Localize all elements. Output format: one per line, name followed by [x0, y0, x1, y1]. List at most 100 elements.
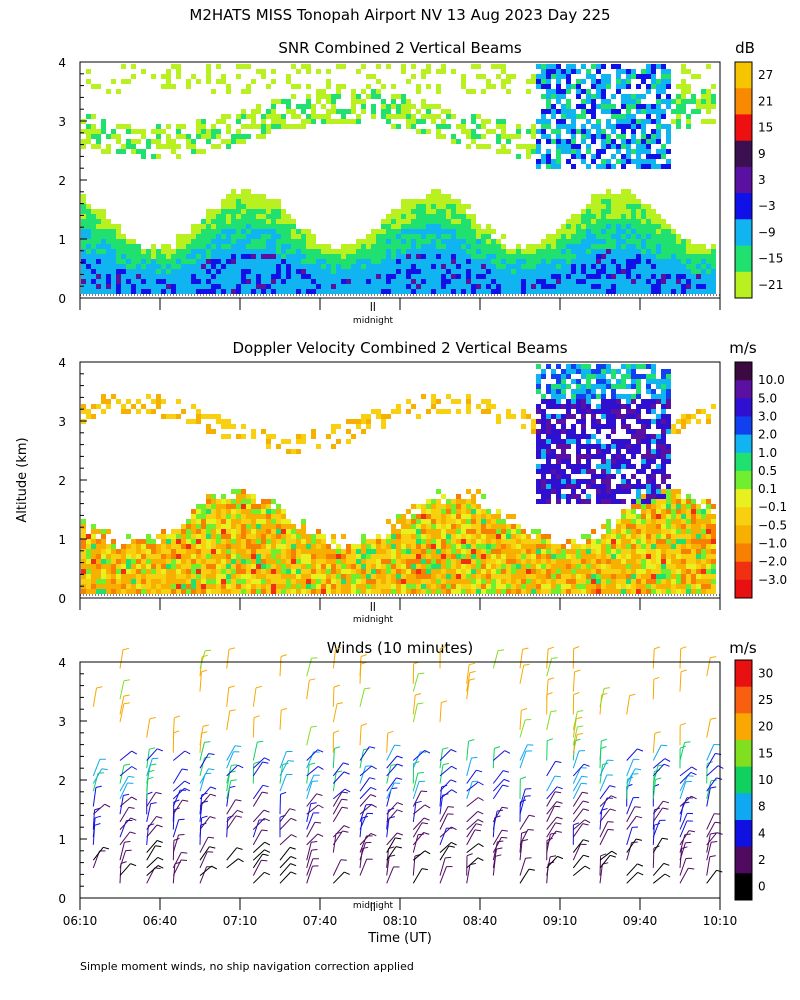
heatmap-cell: [461, 569, 466, 574]
heatmap-cell: [476, 124, 481, 129]
heatmap-cell: [276, 249, 281, 254]
heatmap-cell: [451, 249, 456, 254]
heatmap-cell: [471, 549, 476, 554]
heatmap-cell: [576, 249, 581, 254]
heatmap-cell: [406, 569, 411, 574]
heatmap-cell: [581, 129, 586, 134]
heatmap-cell: [561, 274, 566, 279]
heatmap-cell: [536, 574, 541, 579]
heatmap-cell: [571, 489, 576, 494]
heatmap-cell: [386, 579, 391, 584]
heatmap-cell: [436, 214, 441, 219]
heatmap-cell: [311, 109, 316, 114]
heatmap-cell: [601, 219, 606, 224]
heatmap-cell: [611, 274, 616, 279]
heatmap-cell: [341, 244, 346, 249]
heatmap-cell: [381, 244, 386, 249]
heatmap-cell: [81, 524, 86, 529]
heatmap-cell: [481, 539, 486, 544]
heatmap-cell: [621, 564, 626, 569]
heatmap-cell: [191, 139, 196, 144]
heatmap-cell: [616, 84, 621, 89]
heatmap-cell: [546, 124, 551, 129]
heatmap-cell: [616, 239, 621, 244]
heatmap-cell: [581, 389, 586, 394]
heatmap-cell: [356, 419, 361, 424]
heatmap-cell: [441, 544, 446, 549]
heatmap-cell: [591, 434, 596, 439]
heatmap-cell: [201, 234, 206, 239]
heatmap-cell: [396, 104, 401, 109]
heatmap-cell: [601, 144, 606, 149]
heatmap-cell: [551, 574, 556, 579]
heatmap-cell: [546, 364, 551, 369]
heatmap-cell: [621, 119, 626, 124]
heatmap-cell: [571, 429, 576, 434]
heatmap-cell: [221, 534, 226, 539]
heatmap-cell: [246, 124, 251, 129]
heatmap-cell: [201, 584, 206, 589]
heatmap-cell: [156, 574, 161, 579]
heatmap-cell: [536, 254, 541, 259]
heatmap-cell: [206, 259, 211, 264]
heatmap-cell: [176, 549, 181, 554]
heatmap-cell: [371, 274, 376, 279]
heatmap-cell: [426, 524, 431, 529]
heatmap-cell: [96, 559, 101, 564]
heatmap-cell: [186, 264, 191, 269]
heatmap-cell: [401, 274, 406, 279]
heatmap-cell: [376, 64, 381, 69]
heatmap-cell: [471, 114, 476, 119]
heatmap-cell: [196, 149, 201, 154]
heatmap-cell: [686, 264, 691, 269]
heatmap-cell: [436, 509, 441, 514]
heatmap-cell: [436, 244, 441, 249]
heatmap-cell: [556, 144, 561, 149]
heatmap-cell: [351, 584, 356, 589]
heatmap-cell: [681, 99, 686, 104]
heatmap-cell: [346, 119, 351, 124]
heatmap-cell: [586, 589, 591, 594]
heatmap-cell: [126, 264, 131, 269]
heatmap-cell: [561, 389, 566, 394]
heatmap-cell: [101, 589, 106, 594]
heatmap-cell: [536, 454, 541, 459]
heatmap-cell: [91, 229, 96, 234]
heatmap-cell: [246, 239, 251, 244]
heatmap-cell: [81, 254, 86, 259]
heatmap-cell: [306, 99, 311, 104]
heatmap-cell: [81, 564, 86, 569]
heatmap-cell: [551, 139, 556, 144]
heatmap-cell: [406, 584, 411, 589]
heatmap-cell: [586, 249, 591, 254]
heatmap-cell: [611, 209, 616, 214]
heatmap-cell: [601, 269, 606, 274]
heatmap-cell: [596, 79, 601, 84]
heatmap-cell: [696, 249, 701, 254]
heatmap-cell: [121, 124, 126, 129]
heatmap-cell: [426, 514, 431, 519]
heatmap-cell: [126, 589, 131, 594]
heatmap-cell: [491, 259, 496, 264]
heatmap-cell: [251, 209, 256, 214]
heatmap-cell: [591, 254, 596, 259]
heatmap-cell: [396, 219, 401, 224]
heatmap-cell: [451, 244, 456, 249]
heatmap-cell: [651, 234, 656, 239]
heatmap-cell: [651, 264, 656, 269]
heatmap-cell: [216, 129, 221, 134]
heatmap-cell: [426, 549, 431, 554]
heatmap-cell: [186, 569, 191, 574]
heatmap-cell: [671, 229, 676, 234]
heatmap-cell: [626, 464, 631, 469]
heatmap-cell: [251, 274, 256, 279]
heatmap-cell: [541, 134, 546, 139]
heatmap-cell: [451, 284, 456, 289]
heatmap-cell: [626, 114, 631, 119]
heatmap-cell: [231, 209, 236, 214]
heatmap-cell: [601, 64, 606, 69]
heatmap-cell: [611, 94, 616, 99]
heatmap-cell: [341, 584, 346, 589]
heatmap-cell: [286, 564, 291, 569]
heatmap-cell: [581, 419, 586, 424]
